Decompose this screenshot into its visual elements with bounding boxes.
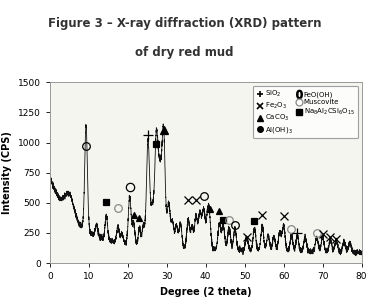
Text: of dry red mud: of dry red mud [135,46,234,59]
Y-axis label: Intensity (CPS): Intensity (CPS) [2,131,12,214]
X-axis label: Degree (2 theta): Degree (2 theta) [160,287,252,297]
Legend: SiO$_2$, Fe$_2$O$_3$, CaCO$_3$, Al(OH)$_3$, FeO(OH), Muscovite, Na$_8$Al$_2$CSi$: SiO$_2$, Fe$_2$O$_3$, CaCO$_3$, Al(OH)$_… [253,86,358,138]
Text: Figure 3 – X-ray diffraction (XRD) pattern: Figure 3 – X-ray diffraction (XRD) patte… [48,17,321,30]
